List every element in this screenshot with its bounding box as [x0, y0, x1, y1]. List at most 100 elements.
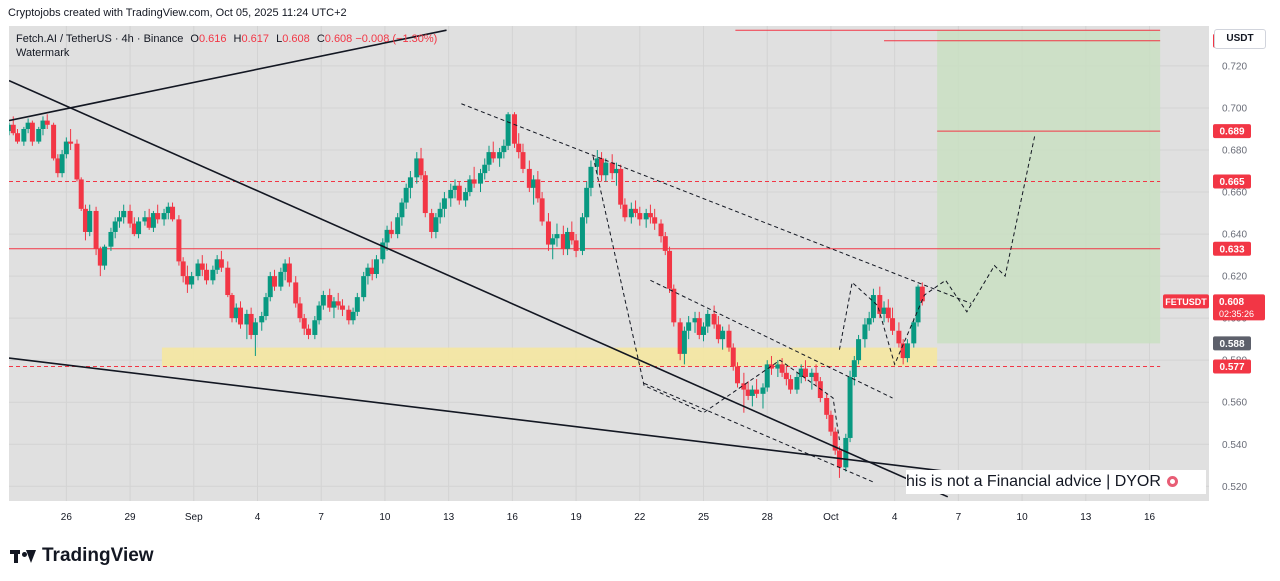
time-tick-label: 10: [379, 512, 391, 523]
candle-body: [282, 263, 288, 272]
footer: TradingView: [0, 536, 1280, 581]
candle-body: [843, 437, 849, 468]
candle-body: [244, 313, 250, 325]
candle-body: [535, 179, 541, 199]
symbol-title: Fetch.AI / TetherUS · 4h · Binance: [16, 33, 184, 45]
candle-body: [647, 213, 653, 218]
candle-body: [55, 158, 61, 174]
candle-body: [813, 372, 819, 382]
candle-body: [142, 217, 148, 222]
candle-body: [108, 231, 114, 247]
candle-body: [847, 376, 853, 438]
candle-body: [456, 185, 462, 201]
candle-body: [452, 185, 458, 190]
candle-body: [97, 248, 103, 266]
price-tag: [1213, 124, 1251, 139]
candle-body: [539, 198, 545, 222]
change-value: −0.008 (−1.30%): [355, 33, 438, 45]
candle-body: [40, 120, 46, 129]
candle-body: [293, 282, 299, 304]
candle-body: [9, 124, 12, 132]
candle-body: [754, 389, 760, 394]
time-tick-label: 25: [698, 512, 710, 523]
candle-body: [180, 261, 186, 277]
time-tick-label: 29: [124, 512, 136, 523]
candle-body: [131, 223, 137, 235]
candle-body: [384, 229, 390, 243]
candle-body: [667, 250, 673, 289]
candle-body: [418, 158, 424, 176]
candle-body: [301, 318, 307, 329]
price-chart[interactable]: 0.5200.5400.5600.5800.6000.6200.6400.660…: [9, 26, 1271, 528]
candle-body: [594, 158, 600, 167]
disclaimer-annotation: his is not a Financial advice | DYOR: [906, 470, 1206, 494]
trendline: [9, 357, 948, 473]
candle-body: [25, 122, 31, 129]
low-label: L: [276, 33, 283, 45]
candle-body: [59, 154, 65, 174]
candle-body: [520, 152, 526, 169]
candle-body: [463, 192, 469, 201]
candle-body: [490, 152, 496, 159]
candle-body: [87, 210, 93, 232]
candle-body: [588, 166, 594, 188]
candle-body: [433, 217, 439, 232]
candle-body: [36, 128, 42, 142]
candle-body: [93, 210, 99, 249]
candle-body: [885, 307, 891, 319]
support-zone: [161, 347, 938, 367]
candle-body: [870, 295, 876, 319]
candle-body: [817, 381, 823, 399]
tradingview-mark-icon: [10, 548, 36, 564]
candle-body: [866, 318, 872, 325]
price-tag: [1213, 174, 1251, 189]
candle-body: [225, 267, 231, 296]
time-tick-label: 16: [507, 512, 519, 523]
time-tick-label: 16: [1144, 512, 1156, 523]
candle-body: [267, 276, 273, 298]
candle-body: [486, 152, 492, 165]
symbol-tag: [1163, 294, 1209, 309]
tradingview-logo[interactable]: TradingView: [10, 545, 154, 567]
candle-body: [911, 322, 917, 344]
candle-body: [643, 213, 649, 220]
candle-body: [497, 152, 503, 159]
time-tick-label: Sep: [185, 512, 203, 523]
price-axis: [1209, 26, 1271, 528]
candle-body: [851, 360, 857, 377]
candle-body: [696, 318, 702, 335]
candle-body: [214, 259, 220, 270]
candle-body: [316, 305, 322, 321]
price-tag: [1213, 359, 1251, 374]
chart-area[interactable]: 0.5200.5400.5600.5800.6000.6200.6400.660…: [9, 26, 1271, 528]
candle-body: [320, 295, 326, 306]
candle-body: [271, 276, 277, 287]
current-price-tag: [1213, 294, 1265, 321]
candle-body: [554, 234, 560, 239]
candle-body: [633, 208, 639, 214]
candle-body: [373, 259, 379, 275]
candle-body: [896, 330, 902, 344]
candle-body: [560, 234, 566, 249]
candle-body: [184, 276, 190, 285]
candle-body: [565, 231, 571, 249]
candle-body: [44, 120, 50, 125]
countdown-label: 02:35:26: [1219, 309, 1254, 319]
candle-body: [78, 179, 84, 209]
candle-body: [877, 295, 883, 314]
candle-body: [82, 208, 88, 232]
current-price-label: 0.608: [1219, 297, 1244, 308]
price-tick-label: 0.720: [1222, 61, 1247, 72]
candle-body: [248, 313, 254, 335]
candle-body: [856, 339, 862, 361]
time-tick-label: Oct: [823, 512, 839, 523]
currency-button[interactable]: USDT: [1214, 29, 1266, 49]
candle-body: [21, 128, 27, 142]
candle-body: [346, 309, 352, 321]
time-tick-label: 10: [1017, 512, 1029, 523]
candle-body: [584, 187, 590, 218]
candle-body: [155, 213, 161, 220]
candle-body: [881, 307, 887, 314]
candle-body: [63, 141, 69, 155]
candle-body: [327, 295, 333, 308]
